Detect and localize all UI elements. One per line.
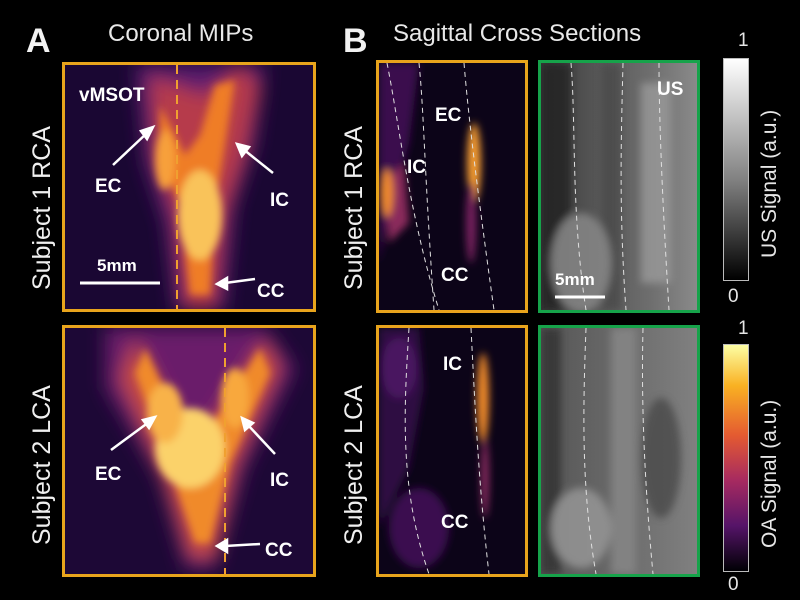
coronal-mip-subject2-image: EC IC CC	[65, 328, 313, 574]
oa-colorbar	[723, 344, 749, 572]
panel-b-letter: B	[343, 22, 368, 60]
ic-label-a1: IC	[270, 190, 289, 211]
us-colorbar-max: 1	[738, 30, 749, 51]
row-label-a1: Subject 1 RCA	[28, 126, 56, 290]
us-label: US	[657, 79, 683, 100]
row-label-a2: Subject 2 LCA	[28, 385, 56, 545]
coronal-mip-subject2: EC IC CC	[62, 325, 316, 577]
arrows-a2	[110, 415, 276, 555]
ec-label-a1: EC	[95, 176, 122, 197]
sagittal-us-subject2	[538, 325, 700, 577]
cc-label-b2: CC	[441, 512, 469, 533]
coronal-mip-subject1-image: vMSOT EC IC CC 5mm	[65, 65, 313, 309]
ic-label-a2: IC	[270, 470, 289, 491]
sagittal-us-subject1: US 5mm	[538, 60, 700, 313]
ic-label-b1: IC	[407, 157, 426, 178]
row-label-b2: Subject 2 LCA	[340, 385, 368, 545]
ic-label-b2: IC	[443, 354, 462, 375]
sagittal-oa-subject2: IC CC	[376, 325, 528, 577]
oa-colorbar-max: 1	[738, 318, 749, 339]
vessel-outlines-b2	[404, 328, 490, 574]
vmsot-label: vMSOT	[79, 85, 145, 106]
scale-bar-b1-label: 5mm	[555, 270, 595, 289]
cc-label-a1: CC	[257, 281, 285, 302]
sagittal-us-subject2-image	[541, 328, 697, 574]
vessel-outlines-us1	[570, 63, 670, 310]
oa-colorbar-title: OA Signal (a.u.)	[758, 399, 781, 548]
arrows-a1	[112, 124, 274, 292]
ec-label-b1: EC	[435, 105, 462, 126]
cc-label-b1: CC	[441, 265, 469, 286]
sagittal-oa-subject2-image: IC CC	[379, 328, 525, 574]
coronal-mip-subject1: vMSOT EC IC CC 5mm	[62, 62, 316, 312]
panel-a-title: Coronal MIPs	[108, 20, 254, 47]
row-label-b1: Subject 1 RCA	[340, 126, 368, 290]
us-colorbar-title: US Signal (a.u.)	[758, 109, 781, 258]
sagittal-oa-subject1-image: EC IC CC	[379, 63, 525, 310]
us-colorbar	[723, 58, 749, 281]
scale-bar-a1-label: 5mm	[97, 256, 137, 275]
panel-b-title: Sagittal Cross Sections	[393, 20, 642, 47]
oa-colorbar-min: 0	[728, 574, 739, 595]
vessel-outlines-us2	[583, 328, 654, 574]
sagittal-us-subject1-image: US 5mm	[541, 63, 697, 310]
us-colorbar-min: 0	[728, 286, 739, 307]
panel-a-letter: A	[26, 22, 51, 60]
ec-label-a2: EC	[95, 464, 122, 485]
cc-label-a2: CC	[265, 540, 293, 561]
sagittal-oa-subject1: EC IC CC	[376, 60, 528, 313]
vessel-outlines-b1	[386, 63, 495, 310]
